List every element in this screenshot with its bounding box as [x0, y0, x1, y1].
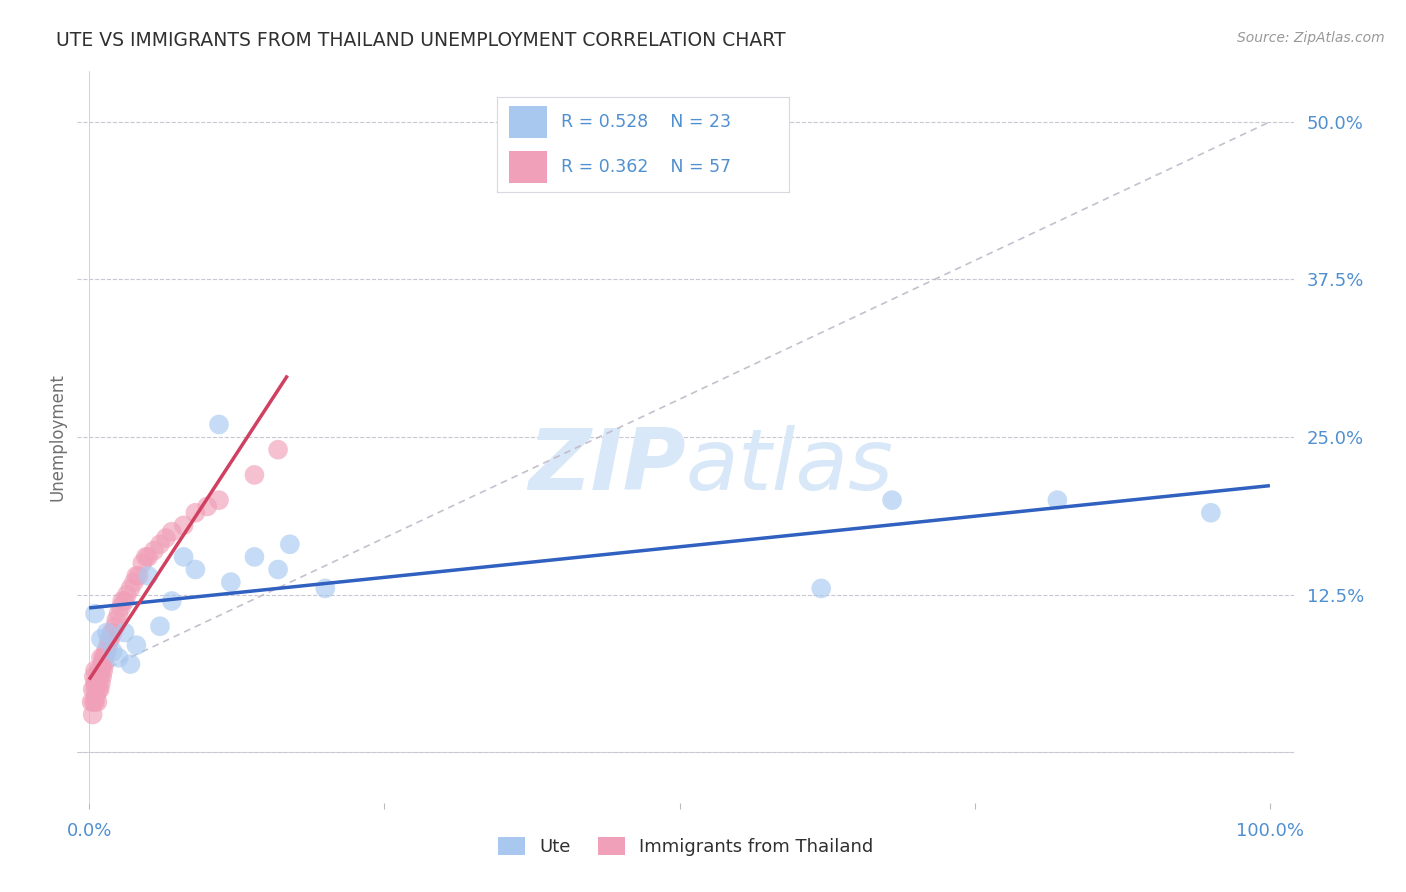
Point	[125, 638, 148, 652]
Point	[267, 442, 290, 457]
Point	[107, 650, 129, 665]
Point	[84, 689, 107, 703]
Point	[149, 619, 172, 633]
Point	[80, 695, 103, 709]
Point	[243, 467, 266, 482]
Point	[208, 417, 231, 432]
Point	[84, 607, 107, 621]
Point	[114, 625, 136, 640]
Point	[131, 556, 153, 570]
Point	[120, 657, 142, 671]
Point	[115, 588, 138, 602]
Point	[83, 670, 105, 684]
Point	[314, 582, 336, 596]
Point	[86, 670, 108, 684]
Point	[160, 594, 183, 608]
Point	[208, 493, 231, 508]
Point	[810, 582, 832, 596]
Legend: Ute, Immigrants from Thailand: Ute, Immigrants from Thailand	[491, 830, 880, 863]
Point	[243, 549, 266, 564]
Point	[1046, 493, 1069, 508]
Point	[136, 549, 159, 564]
Point	[84, 695, 107, 709]
Point	[84, 664, 107, 678]
Point	[880, 493, 903, 508]
Point	[104, 619, 127, 633]
Point	[100, 625, 122, 640]
Point	[91, 657, 114, 671]
Point	[93, 657, 115, 671]
Point	[114, 594, 136, 608]
Point	[278, 537, 301, 551]
Point	[1199, 506, 1222, 520]
Point	[94, 644, 117, 658]
Text: 0.0%: 0.0%	[66, 822, 112, 839]
Point	[184, 506, 207, 520]
Point	[90, 664, 112, 678]
Point	[111, 594, 134, 608]
Point	[173, 549, 195, 564]
Point	[84, 682, 107, 697]
Text: atlas: atlas	[686, 425, 893, 508]
Point	[90, 676, 112, 690]
Point	[122, 575, 145, 590]
Point	[98, 632, 121, 646]
Point	[90, 632, 112, 646]
Point	[86, 695, 108, 709]
Point	[184, 562, 207, 576]
Point	[101, 644, 124, 658]
Point	[155, 531, 177, 545]
Point	[160, 524, 183, 539]
Point	[110, 600, 132, 615]
Point	[143, 543, 166, 558]
Y-axis label: Unemployment: Unemployment	[48, 373, 66, 501]
Point	[87, 682, 110, 697]
Point	[219, 575, 242, 590]
Text: Source: ZipAtlas.com: Source: ZipAtlas.com	[1237, 31, 1385, 45]
Point	[97, 638, 120, 652]
Point	[96, 644, 118, 658]
Point	[149, 537, 172, 551]
Text: UTE VS IMMIGRANTS FROM THAILAND UNEMPLOYMENT CORRELATION CHART: UTE VS IMMIGRANTS FROM THAILAND UNEMPLOY…	[56, 31, 786, 50]
Point	[82, 707, 104, 722]
Point	[100, 632, 122, 646]
Point	[91, 670, 114, 684]
Point	[89, 670, 111, 684]
Point	[96, 625, 118, 640]
Point	[89, 682, 111, 697]
Point	[267, 562, 290, 576]
Point	[91, 650, 114, 665]
Text: ZIP: ZIP	[527, 425, 686, 508]
Point	[173, 518, 195, 533]
Point	[84, 676, 107, 690]
Point	[93, 650, 115, 665]
Point	[135, 549, 157, 564]
Point	[195, 500, 218, 514]
Point	[125, 569, 148, 583]
Point	[82, 682, 104, 697]
Point	[87, 664, 110, 678]
Point	[90, 650, 112, 665]
Point	[136, 569, 159, 583]
Point	[107, 607, 129, 621]
Point	[91, 664, 114, 678]
Point	[83, 695, 105, 709]
Point	[105, 613, 128, 627]
Text: 100.0%: 100.0%	[1236, 822, 1303, 839]
Point	[128, 569, 150, 583]
Point	[120, 582, 142, 596]
Point	[84, 676, 107, 690]
Point	[101, 625, 124, 640]
